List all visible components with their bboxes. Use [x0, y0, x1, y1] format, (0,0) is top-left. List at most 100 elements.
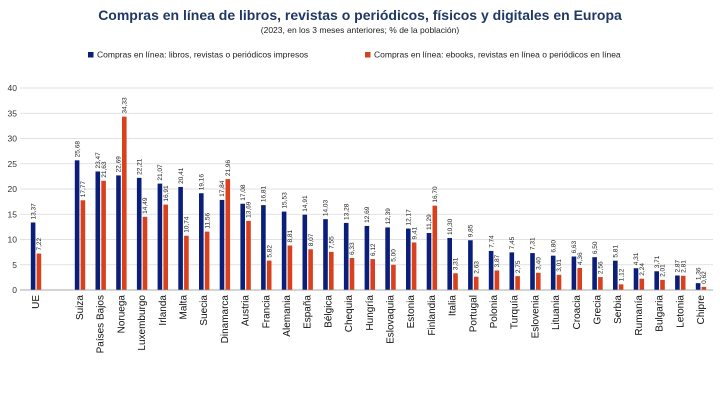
- bar-digital: [453, 273, 458, 290]
- bar-digital: [556, 274, 562, 290]
- bar-printed: [468, 240, 473, 290]
- bar-printed: [592, 257, 597, 290]
- value-label: 13,69: [246, 201, 253, 218]
- category-label: Letonia: [675, 295, 686, 328]
- value-label: 4,31: [633, 252, 640, 265]
- bar-digital: [225, 179, 231, 290]
- y-tick-label: 35: [8, 108, 18, 118]
- category-label: Irlanda: [158, 295, 169, 326]
- value-label: 6,80: [550, 240, 557, 253]
- y-tick-label: 30: [8, 134, 18, 144]
- bar-printed: [571, 256, 577, 290]
- category-label: Noruega: [116, 295, 127, 334]
- value-label: 21,96: [225, 159, 232, 176]
- value-label: 12,69: [364, 206, 371, 223]
- category-label: Suiza: [75, 295, 86, 320]
- bar-digital: [411, 242, 417, 290]
- value-label: 21,07: [157, 164, 164, 181]
- y-tick-label: 40: [8, 83, 18, 93]
- bar-digital: [36, 253, 42, 290]
- bar-printed: [633, 268, 639, 290]
- category-label: Portugal: [468, 295, 479, 332]
- value-label: 14,91: [302, 195, 309, 212]
- value-label: 2,87: [675, 259, 682, 272]
- category-label: Hungría: [365, 295, 376, 331]
- category-label: Eslovenia: [530, 295, 541, 339]
- y-tick-label: 15: [8, 209, 18, 219]
- category-label: UE: [31, 295, 42, 309]
- bar-printed: [281, 211, 287, 290]
- bar-printed: [509, 252, 515, 290]
- bar-digital: [184, 235, 189, 290]
- value-label: 9,85: [468, 224, 475, 237]
- bar-digital: [577, 267, 582, 290]
- bar-printed: [157, 183, 163, 290]
- value-label: 7,31: [530, 237, 537, 250]
- value-label: 10,30: [447, 218, 454, 235]
- value-label: 20,41: [178, 167, 185, 184]
- category-label: Italia: [448, 295, 459, 317]
- bar-printed: [302, 214, 308, 290]
- value-label: 5,82: [266, 245, 273, 258]
- value-label: 2,24: [639, 263, 646, 276]
- value-label: 19,16: [199, 174, 206, 191]
- bar-printed: [136, 177, 142, 290]
- value-label: 14,03: [323, 199, 330, 216]
- value-label: 12,39: [385, 208, 392, 225]
- value-label: 12,17: [406, 209, 413, 226]
- value-label: 7,45: [509, 236, 516, 249]
- bar-digital: [204, 231, 210, 290]
- bar-digital: [701, 286, 707, 290]
- value-label: 15,53: [281, 192, 288, 209]
- category-label: Croacia: [572, 295, 583, 330]
- bar-digital: [122, 116, 127, 290]
- legend-swatch: [88, 52, 94, 58]
- bar-digital: [618, 284, 624, 290]
- value-label: 8,81: [287, 229, 294, 242]
- category-label: Eslovaquia: [386, 295, 397, 344]
- value-label: 7,55: [329, 236, 336, 249]
- value-label: 34,33: [122, 97, 129, 114]
- category-label: Estonia: [406, 295, 417, 329]
- category-label: Malta: [179, 295, 190, 320]
- value-label: 2,01: [660, 264, 667, 277]
- value-label: 14,49: [142, 197, 149, 214]
- category-label: Francia: [261, 295, 272, 329]
- bar-digital: [163, 204, 168, 290]
- category-label: Grecia: [593, 295, 604, 325]
- value-label: 21,63: [101, 161, 108, 178]
- category-label: Países Bajos: [96, 295, 107, 353]
- category-label: Alemania: [282, 295, 293, 337]
- category-label: Chequia: [344, 295, 355, 333]
- bar-digital: [639, 278, 645, 290]
- value-label: 11,56: [204, 212, 211, 228]
- bar-printed: [178, 186, 183, 290]
- bar-printed: [675, 275, 680, 290]
- bar-printed: [488, 250, 494, 290]
- value-label: 2,63: [473, 261, 480, 274]
- bar-printed: [74, 160, 80, 290]
- bar-digital: [142, 216, 148, 290]
- value-label: 9,41: [411, 226, 418, 239]
- axes: 0 5 10 15 20 25 30 35 40 UE Suiza Países Bajos Norue…: [8, 83, 713, 353]
- legend-label: Compras en línea: libros, revistas o per…: [97, 50, 308, 60]
- value-label: 13,37: [30, 203, 37, 220]
- bar-digital: [391, 264, 396, 290]
- bar-printed: [30, 222, 36, 290]
- bar-digital: [370, 259, 375, 290]
- category-label: Chipre: [696, 295, 707, 325]
- y-tick-label: 0: [12, 285, 17, 295]
- chart-title: Compras en línea de libros, revistas o p…: [98, 7, 622, 23]
- bar-printed: [261, 205, 266, 290]
- y-tick-label: 20: [8, 184, 18, 194]
- category-label: Bulgaria: [655, 295, 666, 332]
- y-tick-label: 25: [8, 159, 18, 169]
- bar-printed: [695, 283, 701, 290]
- value-label: 5,00: [391, 249, 398, 262]
- value-label: 0,62: [701, 271, 708, 284]
- value-label: 8,07: [308, 233, 315, 246]
- bar-digital: [246, 220, 251, 290]
- bar-printed: [116, 175, 121, 290]
- value-label: 6,63: [571, 240, 578, 253]
